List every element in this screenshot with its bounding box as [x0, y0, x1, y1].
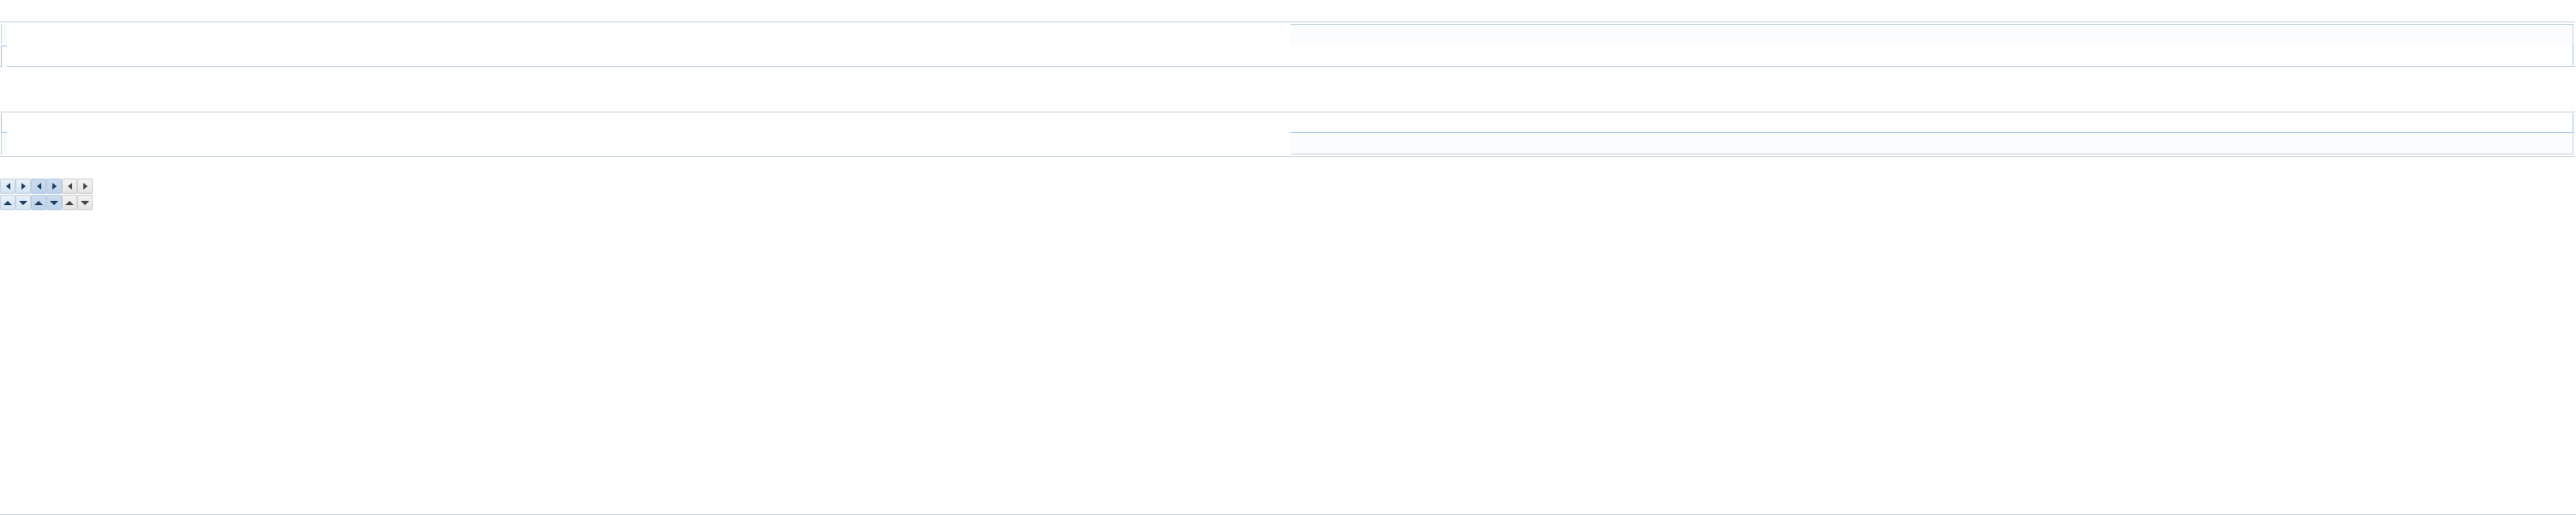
up-scroll-button[interactable] — [31, 195, 46, 210]
arrow-left-icon — [67, 183, 72, 190]
arrow-up-icon — [65, 200, 74, 205]
tab-panel-bottom — [0, 112, 2575, 157]
down-scroll-button[interactable] — [15, 195, 31, 210]
arrow-down-icon — [81, 200, 89, 205]
up-scroll-button — [62, 195, 77, 210]
arrow-right-icon — [82, 183, 88, 190]
arrow-down-icon — [19, 200, 27, 205]
tab-strip-top[interactable] — [1291, 24, 2573, 46]
arrow-up-icon — [34, 200, 43, 205]
arrow-right-icon — [52, 183, 57, 190]
arrow-left-icon — [5, 183, 10, 190]
down-scroll-button — [77, 195, 93, 210]
arrow-left-icon — [36, 183, 41, 190]
right-scroll-button[interactable] — [46, 179, 62, 194]
left-tab-2[interactable] — [1, 134, 7, 154]
left-tab-1-active[interactable] — [1, 113, 7, 133]
right-scroll-button — [77, 179, 93, 194]
arrow-down-icon — [50, 200, 58, 205]
left-scroll-button — [62, 179, 77, 194]
up-scroll-button[interactable] — [0, 195, 15, 210]
tab-panel-top — [0, 21, 2575, 67]
tab-body-right — [1291, 45, 2573, 65]
tab-strip-bottom[interactable] — [1291, 132, 2573, 154]
left-tab-2-active[interactable] — [1, 45, 7, 67]
arrow-up-icon — [3, 200, 12, 205]
right-scroll-button[interactable] — [15, 179, 31, 194]
tab-body-right — [1291, 113, 2573, 132]
left-scroll-button[interactable] — [31, 179, 46, 194]
arrow-right-icon — [21, 183, 26, 190]
down-scroll-button[interactable] — [46, 195, 62, 210]
left-tab-1[interactable] — [1, 24, 7, 44]
left-scroll-button[interactable] — [0, 179, 15, 194]
